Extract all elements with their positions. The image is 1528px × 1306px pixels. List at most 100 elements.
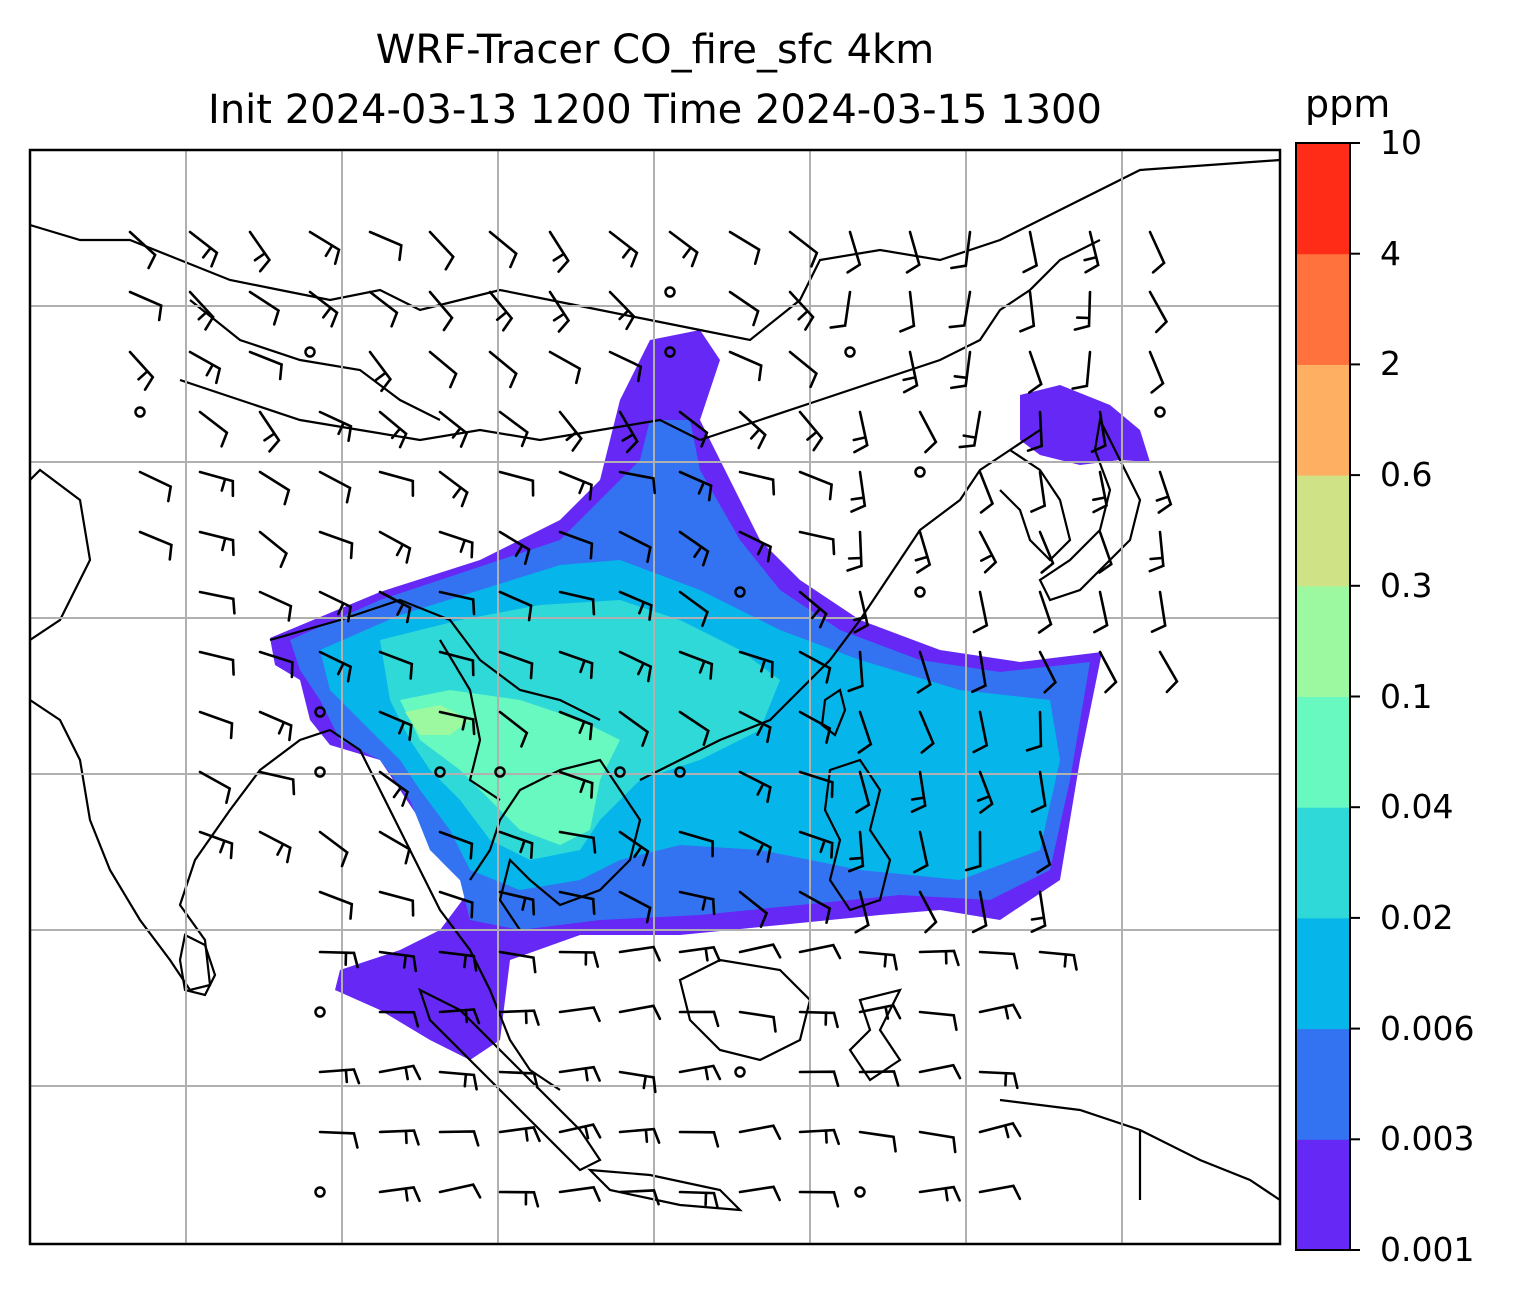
wind-barb xyxy=(738,770,772,803)
coast-taiwan xyxy=(820,688,847,737)
wind-barb xyxy=(972,590,989,634)
wind-barb xyxy=(918,949,960,967)
wind-barb xyxy=(618,710,650,747)
wind-barb xyxy=(678,830,714,858)
wind-barb xyxy=(678,590,709,628)
wind-barb xyxy=(978,470,995,514)
wind-barb xyxy=(258,470,291,506)
calm-wind-marker xyxy=(434,766,446,778)
wind-barb xyxy=(188,290,215,331)
wind-barb xyxy=(976,770,994,814)
wind-barb xyxy=(138,470,173,503)
wind-barb xyxy=(1073,290,1092,331)
wind-barb xyxy=(318,830,349,868)
wind-barb xyxy=(438,1070,478,1091)
wind-barb xyxy=(558,650,594,680)
wind-barb xyxy=(971,890,988,934)
colorbar-tick-label: 0.1 xyxy=(1380,676,1433,716)
wind-barbs xyxy=(128,230,1179,1209)
wind-barb xyxy=(1148,230,1166,274)
wind-barb xyxy=(618,590,653,621)
wind-barb xyxy=(258,410,281,453)
coast-borneo xyxy=(678,958,812,1062)
wind-barb xyxy=(978,1184,1022,1201)
colorbar-swatch xyxy=(1296,807,1350,919)
wind-barb xyxy=(498,890,536,916)
wind-barb xyxy=(855,770,871,814)
wind-barb xyxy=(428,230,455,271)
wind-barb xyxy=(438,590,476,616)
calm-wind-marker xyxy=(664,346,676,358)
wind-barb xyxy=(1148,350,1165,394)
wind-barb xyxy=(198,470,235,497)
calm-wind-marker xyxy=(304,346,316,358)
wind-barb xyxy=(378,650,414,680)
wind-barb xyxy=(738,1185,781,1202)
wind-barb xyxy=(1037,590,1053,634)
wind-barb xyxy=(788,230,819,268)
wind-barb xyxy=(618,530,652,563)
wind-barb xyxy=(918,710,935,754)
wind-barb xyxy=(608,230,639,268)
wind-barb xyxy=(618,470,656,495)
wind-barb xyxy=(318,890,354,920)
wind-barb xyxy=(788,290,815,331)
wind-barb xyxy=(318,950,359,969)
wind-barb xyxy=(368,290,399,328)
wind-barb xyxy=(498,590,533,622)
wind-barb xyxy=(798,1190,840,1208)
wind-barb xyxy=(378,890,415,917)
wind-barb xyxy=(847,650,864,693)
wind-barb xyxy=(198,710,234,740)
colorbar xyxy=(1295,142,1360,1251)
wind-barb xyxy=(798,830,834,859)
wind-barb xyxy=(188,350,222,385)
wind-barb xyxy=(618,830,650,867)
wind-barb xyxy=(728,230,761,265)
wind-barb xyxy=(438,830,474,860)
wind-barb xyxy=(899,290,916,333)
calm-wind-marker xyxy=(674,766,686,778)
colorbar-swatch xyxy=(1296,585,1350,697)
coast-korea xyxy=(999,449,1072,562)
wind-barb xyxy=(972,710,989,754)
wind-barb xyxy=(488,290,514,332)
wind-barb xyxy=(378,530,412,564)
wind-barb xyxy=(368,230,403,262)
wind-barb xyxy=(318,1130,359,1149)
wind-barb xyxy=(248,350,283,381)
wind-barb xyxy=(678,470,713,502)
colorbar-tick-label: 0.006 xyxy=(1380,1008,1475,1048)
wind-barb xyxy=(798,1010,839,1029)
colorbar-swatch xyxy=(1296,253,1350,365)
coast-java xyxy=(587,1168,743,1212)
wind-barb xyxy=(378,590,412,624)
wind-barb xyxy=(318,410,353,442)
wind-barb xyxy=(1030,890,1047,933)
wind-barb xyxy=(798,590,828,629)
colorbar-swatch xyxy=(1296,475,1350,587)
calm-wind-marker xyxy=(134,406,146,418)
wind-barb xyxy=(438,650,475,677)
colorbar-swatch xyxy=(1296,1139,1350,1251)
colorbar-swatch xyxy=(1296,1028,1350,1140)
wind-barb xyxy=(438,470,469,508)
wind-barb xyxy=(488,230,518,269)
colorbar-tick-label: 10 xyxy=(1380,123,1422,162)
wind-barb xyxy=(618,650,653,683)
wind-barb xyxy=(918,1010,958,1031)
wind-barb xyxy=(378,830,411,865)
map-frame xyxy=(28,148,1282,1246)
wind-barb xyxy=(1036,830,1052,874)
map-title-line2: Init 2024-03-13 1200 Time 2024-03-15 130… xyxy=(208,87,1102,133)
wind-barb xyxy=(378,950,418,973)
colorbar-tick-label: 0.3 xyxy=(1380,565,1433,605)
wind-barb xyxy=(978,1003,1022,1020)
wind-barb xyxy=(498,650,534,680)
wind-barb xyxy=(438,1183,482,1199)
colorbar-tick-label: 0.001 xyxy=(1380,1230,1475,1269)
wind-barb xyxy=(618,945,661,962)
wind-barb xyxy=(978,950,1019,970)
wind-barb xyxy=(558,890,596,915)
